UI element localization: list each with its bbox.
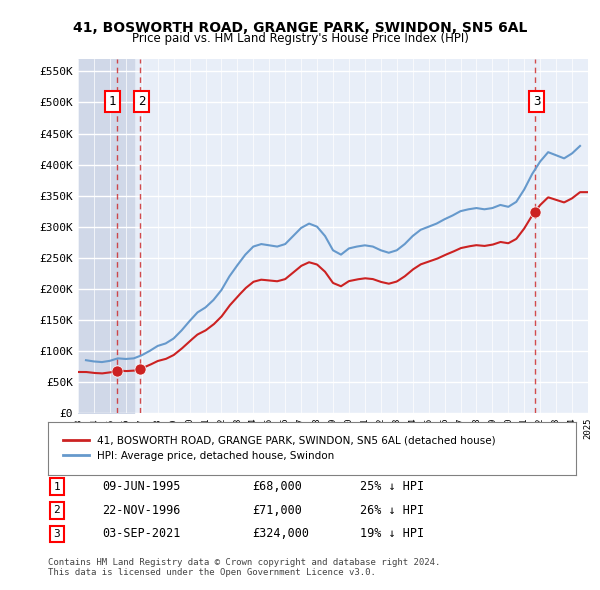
Text: 2: 2 [138, 95, 145, 108]
Text: £324,000: £324,000 [252, 527, 309, 540]
Text: 03-SEP-2021: 03-SEP-2021 [102, 527, 181, 540]
Text: 3: 3 [53, 529, 61, 539]
Text: 25% ↓ HPI: 25% ↓ HPI [360, 480, 424, 493]
Text: 2: 2 [53, 506, 61, 515]
Text: Contains HM Land Registry data © Crown copyright and database right 2024.
This d: Contains HM Land Registry data © Crown c… [48, 558, 440, 577]
Text: 1: 1 [109, 95, 116, 108]
Text: 3: 3 [533, 95, 540, 108]
Text: £68,000: £68,000 [252, 480, 302, 493]
Text: Price paid vs. HM Land Registry's House Price Index (HPI): Price paid vs. HM Land Registry's House … [131, 32, 469, 45]
Text: 09-JUN-1995: 09-JUN-1995 [102, 480, 181, 493]
Text: 26% ↓ HPI: 26% ↓ HPI [360, 504, 424, 517]
Text: 22-NOV-1996: 22-NOV-1996 [102, 504, 181, 517]
Text: 19% ↓ HPI: 19% ↓ HPI [360, 527, 424, 540]
Text: £71,000: £71,000 [252, 504, 302, 517]
Legend: 41, BOSWORTH ROAD, GRANGE PARK, SWINDON, SN5 6AL (detached house), HPI: Average : 41, BOSWORTH ROAD, GRANGE PARK, SWINDON,… [58, 432, 500, 465]
Text: 1: 1 [53, 482, 61, 491]
Text: 41, BOSWORTH ROAD, GRANGE PARK, SWINDON, SN5 6AL: 41, BOSWORTH ROAD, GRANGE PARK, SWINDON,… [73, 21, 527, 35]
